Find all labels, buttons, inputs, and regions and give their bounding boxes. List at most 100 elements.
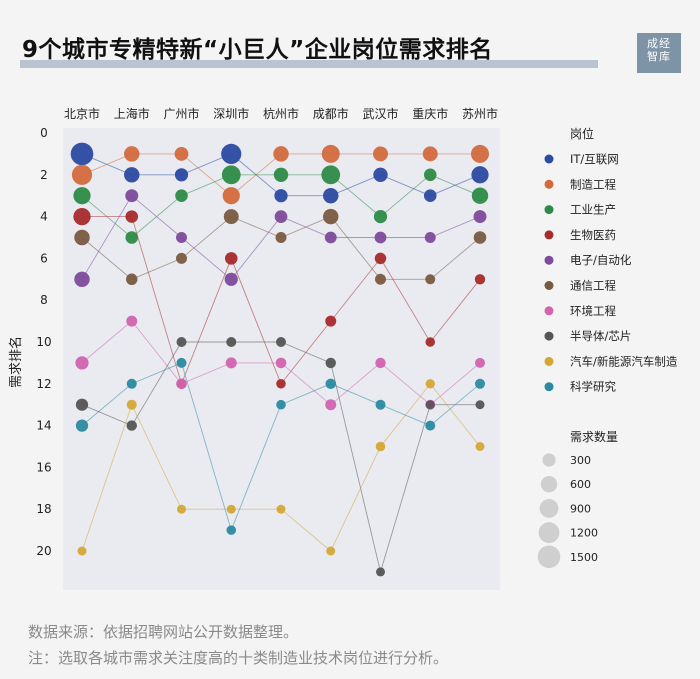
data-point [425, 337, 436, 347]
data-point [324, 231, 337, 244]
data-point [326, 546, 336, 556]
size-legend-label: 300 [570, 454, 591, 467]
data-point [276, 504, 286, 514]
data-point [222, 187, 240, 205]
data-point [125, 273, 138, 286]
legend-label: 半导体/芯片 [570, 329, 631, 343]
data-point [274, 210, 288, 223]
data-point [470, 144, 490, 163]
data-point [323, 187, 339, 204]
data-point [374, 252, 387, 265]
data-point [373, 167, 388, 182]
legend-marker [544, 154, 554, 164]
x-tick-label: 重庆市 [412, 106, 448, 121]
data-point [475, 378, 485, 389]
data-point [373, 209, 388, 224]
data-point [70, 142, 94, 166]
data-point [375, 357, 386, 369]
chart-title: 9个城市专精特新“小巨人”企业岗位需求排名 [22, 37, 493, 63]
size-legend-marker [542, 453, 556, 467]
legend-label: 科学研究 [570, 380, 616, 394]
y-tick-label: 0 [40, 126, 48, 140]
data-point [276, 337, 286, 347]
data-point [375, 273, 386, 285]
legend-marker [544, 356, 554, 366]
logo: 成经 智库 [637, 33, 681, 73]
data-point [274, 189, 288, 203]
data-point [226, 337, 237, 347]
data-point [275, 357, 287, 369]
legend-marker [544, 382, 554, 392]
data-point [425, 379, 435, 389]
data-point [73, 187, 91, 205]
data-point [73, 207, 91, 226]
data-point [321, 165, 341, 185]
legend-label: 电子/自动化 [570, 253, 632, 267]
data-point [425, 420, 436, 431]
y-tick-label: 16 [36, 460, 51, 474]
size-legend-label: 1200 [570, 527, 598, 540]
legend-marker [544, 306, 554, 316]
data-point [75, 419, 89, 432]
data-point [126, 378, 137, 389]
size-legend-marker [538, 522, 560, 544]
data-point [425, 400, 435, 410]
x-tick-label: 成都市 [313, 106, 349, 121]
y-tick-label: 2 [40, 168, 48, 182]
title-underline [20, 60, 598, 68]
data-point [75, 356, 89, 370]
legend-marker [544, 179, 554, 189]
size-legend-label: 1500 [570, 551, 598, 564]
data-point [374, 231, 387, 244]
x-tick-label: 北京市 [64, 106, 100, 121]
data-point [176, 504, 187, 514]
data-point [424, 232, 436, 243]
data-point [224, 272, 238, 286]
data-point [74, 271, 90, 288]
size-legend-marker [537, 545, 561, 569]
data-point [124, 146, 140, 162]
y-tick-label: 8 [40, 293, 48, 307]
legend-marker [544, 331, 554, 341]
data-point [325, 315, 337, 327]
legend-label: 生物医药 [570, 228, 616, 242]
data-point [471, 187, 489, 204]
data-point [275, 232, 287, 243]
y-tick-label: 10 [36, 335, 51, 349]
data-point [125, 189, 139, 203]
data-point [325, 399, 337, 411]
data-point [75, 398, 89, 411]
data-point [221, 165, 241, 185]
y-tick-label: 6 [40, 251, 48, 265]
data-point [125, 231, 139, 244]
data-point [126, 399, 137, 410]
logo-line2: 智库 [647, 50, 671, 63]
data-point [375, 399, 386, 410]
data-point [176, 378, 187, 390]
x-tick-label: 杭州市 [263, 106, 299, 121]
data-point [325, 378, 336, 390]
y-tick-label: 12 [36, 377, 51, 391]
size-legend-marker [540, 476, 558, 493]
data-point [176, 232, 187, 243]
data-point [176, 357, 187, 368]
data-point [223, 209, 239, 225]
data-point [126, 420, 137, 431]
data-source-note: 数据来源：依据招聘网站公开数据整理。 [28, 623, 299, 641]
x-tick-label: 武汉市 [362, 106, 398, 121]
legend-label: 制造工程 [570, 177, 616, 191]
legend-marker [544, 230, 554, 240]
footnote: 注：选取各城市需求关注度高的十类制造业技术岗位进行分析。 [28, 649, 449, 667]
y-axis-label: 需求排名 [8, 336, 24, 388]
data-point [221, 143, 242, 164]
y-tick-label: 20 [36, 544, 51, 558]
data-point [323, 208, 339, 225]
x-tick-label: 上海市 [114, 106, 150, 121]
y-tick-label: 4 [40, 210, 48, 224]
legend-label: 环境工程 [570, 304, 616, 318]
data-point [225, 357, 237, 369]
data-point [475, 357, 485, 368]
y-tick-label: 14 [36, 419, 51, 433]
size-legend-label: 900 [570, 502, 591, 515]
